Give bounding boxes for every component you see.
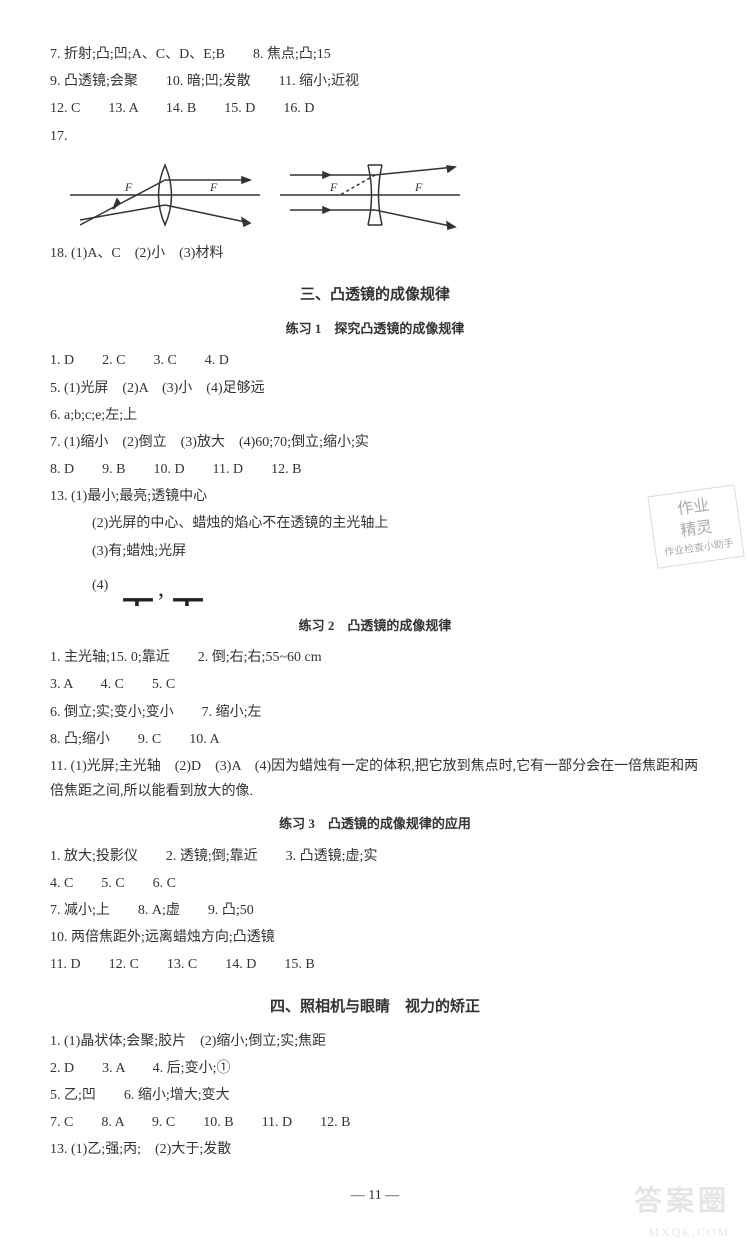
answer-line: 7. 折射;凸;凹;A、C、D、E;B 8. 焦点;凸;15 [50, 42, 700, 67]
svg-text:上: 上 [122, 593, 154, 606]
answer-line: 13. (1)乙;强;丙; (2)大于;发散 [50, 1137, 700, 1162]
answer-line: 1. (1)晶状体;会聚;胶片 (2)缩小;倒立;实;焦距 [50, 1029, 700, 1054]
answer-line: (2)光屏的中心、蜡烛的焰心不在透镜的主光轴上 [50, 511, 700, 536]
answer-line: 9. 凸透镜;会聚 10. 暗;凹;发散 11. 缩小;近视 [50, 69, 700, 94]
answer-line: 1. 放大;投影仪 2. 透镜;倒;靠近 3. 凸透镜;虚;实 [50, 844, 700, 869]
answer-line: 6. 倒立;实;变小;变小 7. 缩小;左 [50, 700, 700, 725]
answer-line: 4. C 5. C 6. C [50, 871, 700, 896]
answer-line: 5. (1)光屏 (2)A (3)小 (4)足够远 [50, 376, 700, 401]
watermark-sub: MXQE.COM [648, 1222, 730, 1244]
answer-line: 1. 主光轴;15. 0;靠近 2. 倒;右;右;55~60 cm [50, 645, 700, 670]
answer-line: 7. 减小;上 8. A;虚 9. 凸;50 [50, 898, 700, 923]
answer-line: 6. a;b;c;e;左;上 [50, 403, 700, 428]
section-title: 四、照相机与眼睛 视力的矫正 [50, 994, 700, 1021]
watermark-main: 答案圈 [634, 1177, 730, 1227]
answer-line: 12. C 13. A 14. B 15. D 16. D [50, 96, 700, 121]
answer-line: 5. 乙;凹 6. 缩小;增大;变大 [50, 1083, 700, 1108]
page-number: — 11 — [50, 1183, 700, 1208]
svg-text:F: F [414, 180, 423, 194]
inverted-letters-diagram: 上 , 上 [112, 566, 232, 606]
answer-line: 2. D 3. A 4. 后;变小;① [50, 1056, 700, 1081]
label-13-4: (4) [92, 578, 108, 593]
answer-line: (3)有;蜡烛;光屏 [50, 539, 700, 564]
answer-line: 7. C 8. A 9. C 10. B 11. D 12. B [50, 1110, 700, 1135]
practice-title: 练习 1 探究凸透镜的成像规律 [50, 317, 700, 340]
svg-text:,: , [158, 576, 164, 602]
optics-diagram-17: F F F F [70, 155, 700, 235]
answer-line: 8. D 9. B 10. D 11. D 12. B [50, 457, 700, 482]
svg-text:F: F [329, 180, 338, 194]
practice-title: 练习 2 凸透镜的成像规律 [50, 614, 700, 637]
svg-text:上: 上 [172, 593, 204, 606]
svg-text:F: F [209, 180, 218, 194]
answer-line: 11. (1)光屏;主光轴 (2)D (3)A (4)因为蜡烛有一定的体积,把它… [50, 754, 700, 804]
answer-line: 13. (1)最小;最亮;透镜中心 [50, 484, 700, 509]
practice-title: 练习 3 凸透镜的成像规律的应用 [50, 812, 700, 835]
answer-line: 17. [50, 124, 700, 149]
answer-line: 8. 凸;缩小 9. C 10. A [50, 727, 700, 752]
answer-line: 1. D 2. C 3. C 4. D [50, 348, 700, 373]
answer-line: 10. 两倍焦距外;远离蜡烛方向;凸透镜 [50, 925, 700, 950]
section-title: 三、凸透镜的成像规律 [50, 282, 700, 309]
answer-line: 3. A 4. C 5. C [50, 672, 700, 697]
svg-text:F: F [124, 180, 133, 194]
answer-line: (4) 上 , 上 [50, 566, 700, 606]
answer-line: 18. (1)A、C (2)小 (3)材料 [50, 241, 700, 266]
stamp-badge: 作业 精灵 作业检查小助手 [647, 484, 744, 568]
answer-line: 7. (1)缩小 (2)倒立 (3)放大 (4)60;70;倒立;缩小;实 [50, 430, 700, 455]
answer-line: 11. D 12. C 13. C 14. D 15. B [50, 952, 700, 977]
